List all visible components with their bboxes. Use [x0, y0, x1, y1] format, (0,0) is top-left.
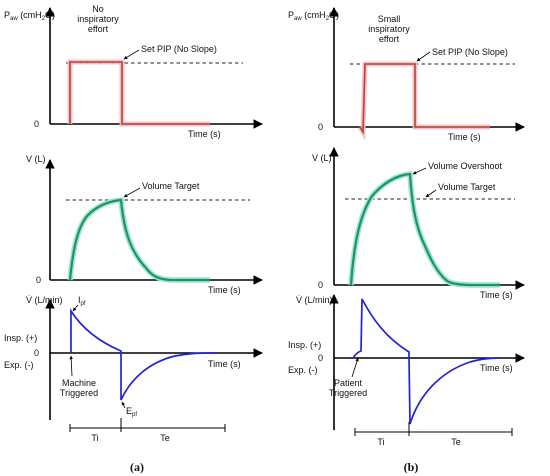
flow-insp-label: Insp. (+) [4, 333, 37, 343]
volume-x-label-b: Time (s) [480, 290, 513, 300]
flow-y-label-b: V̇ (L/min) [296, 295, 333, 305]
trigger-label-b: Patient Triggered [329, 378, 367, 398]
volume-target-pointer-b [425, 189, 437, 198]
pressure-x-label: Time (s) [188, 129, 221, 139]
pressure-x-label-b: Time (s) [448, 132, 481, 142]
volume-target-pointer [123, 187, 141, 198]
pressure-y-label-b: Paw (cmH2O) [288, 10, 339, 22]
volume-trace [68, 198, 210, 282]
overshoot-label: Volume Overshoot [428, 161, 503, 171]
flow-insp-label-b: Insp. (+) [288, 340, 321, 350]
pressure-zero-label: 0 [34, 119, 39, 129]
trigger-label-a: Machine Triggered [60, 378, 98, 398]
ti-label-b: Ti [377, 437, 384, 447]
pip-pointer [123, 49, 140, 60]
ipf-pointer [72, 304, 79, 312]
ti-label-a: Ti [91, 433, 98, 443]
volume-target-label-b: Volume Target [438, 182, 496, 192]
flow-trace [70, 308, 216, 401]
pressure-zero-label-b: 0 [318, 122, 323, 132]
flow-x-label: Time (s) [208, 359, 241, 369]
effort-note-a: No inspiratory effort [77, 4, 119, 34]
volume-zero-label-b: 0 [318, 280, 323, 290]
flow-zero-label: 0 [34, 348, 39, 358]
epf-pointer [121, 401, 126, 409]
volume-chart-a: V (L) 0 Time (s) Volume Target [26, 154, 263, 295]
panel-a: Paw (cmH2O) 0 Time (s) No inspiratory effo… [4, 4, 263, 474]
caption-b: (b) [404, 460, 419, 474]
flow-exp-label-b: Exp. (-) [288, 365, 318, 375]
pressure-chart-b: Paw (cmH2O) 0 Time (s) Small inspiratory e… [288, 7, 525, 142]
epf-label: Epf [126, 406, 137, 418]
pressure-trace [69, 61, 210, 125]
effort-note-b: Small inspiratory effort [368, 14, 410, 44]
trigger-pointer-a [69, 355, 73, 377]
volume-trace-b [349, 172, 500, 287]
volume-y-label: V (L) [26, 154, 46, 164]
volume-x-label: Time (s) [208, 285, 241, 295]
pip-label: Set PIP (No Slope) [141, 44, 217, 54]
flow-y-label: V̇ (L/min) [26, 295, 63, 305]
ipf-label: Ipf [78, 295, 86, 307]
panel-b: Paw (cmH2O) 0 Time (s) Small inspiratory e… [288, 7, 525, 474]
flow-chart-b: V̇ (L/min) Insp. (+) 0 Exp. (-) Time (s)… [288, 294, 525, 447]
volume-zero-label: 0 [36, 275, 41, 285]
flow-trace-b [350, 298, 501, 425]
pressure-trace-glow-b [357, 61, 490, 141]
volume-chart-b: V (L) 0 Time (s) Volume Overshoot Volume… [312, 147, 525, 300]
te-label-b: Te [451, 437, 461, 447]
volume-target-label: Volume Target [142, 181, 200, 191]
pressure-chart-a: Paw (cmH2O) 0 Time (s) No inspiratory effo… [4, 4, 263, 139]
pressure-y-label: Paw (cmH2O) [4, 10, 55, 22]
te-label-a: Te [160, 433, 170, 443]
flow-x-label-b: Time (s) [480, 363, 513, 373]
flow-zero-label-b: 0 [318, 353, 323, 363]
overshoot-pointer [412, 167, 427, 175]
trigger-pointer-b [351, 357, 359, 378]
pip-label-b: Set PIP (No Slope) [432, 47, 508, 57]
volume-y-label-b: V (L) [312, 153, 332, 163]
pressure-trace-b [359, 63, 490, 135]
pip-pointer-b [416, 51, 431, 62]
flow-exp-label: Exp. (-) [4, 360, 34, 370]
flow-chart-a: V̇ (L/min) Insp. (+) 0 Exp. (-) Time (s)… [4, 295, 263, 443]
caption-a: (a) [130, 460, 144, 474]
pressure-trace-glow [67, 59, 210, 127]
